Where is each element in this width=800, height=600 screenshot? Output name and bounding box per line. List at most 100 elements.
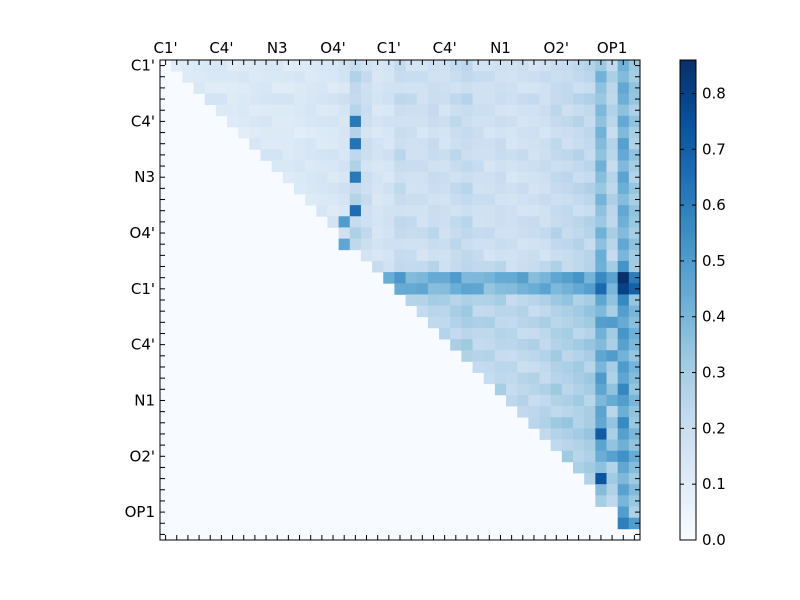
heatmap-cell	[483, 93, 496, 106]
heatmap-cell	[617, 294, 630, 306]
heatmap-cell	[628, 506, 641, 519]
heatmap-cell	[472, 249, 485, 262]
heatmap-cell	[338, 126, 351, 139]
heatmap-cell	[316, 126, 328, 139]
heatmap-cell	[439, 283, 451, 295]
colorbar-segment	[680, 248, 696, 253]
heatmap-cell	[517, 361, 529, 373]
heatmap-cell	[472, 316, 485, 329]
heatmap-cell	[528, 160, 540, 173]
heatmap-cell	[450, 182, 462, 195]
heatmap-cell	[405, 126, 418, 139]
heatmap-cell	[584, 350, 596, 362]
heatmap-cell	[628, 339, 641, 351]
heatmap-cell	[561, 82, 574, 94]
heatmap-cell	[461, 260, 473, 273]
heatmap-cell	[606, 473, 619, 485]
colorbar-frame	[679, 59, 697, 541]
heatmap-cell	[461, 327, 473, 340]
heatmap-cell	[427, 260, 440, 273]
heatmap-cell	[606, 249, 619, 262]
heatmap-cell	[617, 205, 630, 217]
heatmap-cell	[461, 294, 473, 306]
colorbar-segment	[680, 484, 696, 489]
heatmap-cell	[584, 138, 596, 150]
heatmap-cell	[450, 138, 462, 150]
heatmap-cell	[327, 160, 339, 173]
heatmap-cell	[427, 249, 440, 262]
heatmap-cell	[472, 272, 485, 284]
colorbar-segment	[680, 160, 696, 165]
heatmap-cell	[539, 361, 552, 373]
colorbar-tick-label: 0.6	[702, 196, 726, 214]
colorbar-segment	[680, 220, 696, 225]
heatmap-cell	[573, 339, 585, 351]
heatmap-cell	[483, 238, 496, 251]
heatmap-cell	[472, 93, 485, 106]
heatmap-cell	[249, 93, 261, 106]
heatmap-cell	[506, 82, 518, 94]
heatmap-cell	[271, 93, 284, 106]
heatmap-cell	[561, 383, 574, 396]
heatmap-cell	[383, 182, 395, 195]
heatmap-cell	[606, 372, 619, 385]
colorbar-segment	[680, 64, 696, 69]
heatmap-cell	[517, 372, 529, 385]
colorbar-segment	[680, 176, 696, 181]
heatmap-cell	[439, 327, 451, 340]
heatmap-cell	[494, 283, 507, 295]
heatmap-cell	[517, 104, 529, 117]
heatmap-cell	[450, 205, 462, 217]
heatmap-cell	[617, 260, 630, 273]
colorbar-segment	[680, 384, 696, 389]
heatmap-cell	[617, 82, 630, 94]
heatmap-cell	[550, 82, 563, 94]
heatmap-cell	[628, 383, 641, 396]
heatmap-cell	[573, 160, 585, 173]
heatmap-cell	[215, 93, 228, 106]
heatmap-cell	[472, 350, 485, 362]
heatmap-cell	[439, 294, 451, 306]
heatmap-cell	[561, 283, 574, 295]
heatmap-cell	[506, 104, 518, 117]
heatmap-cell	[349, 171, 362, 184]
heatmap-cell	[293, 138, 306, 150]
heatmap-cell	[472, 115, 485, 128]
heatmap-cell	[416, 126, 429, 139]
heatmap-cell	[327, 193, 339, 206]
colorbar-segment	[680, 392, 696, 397]
colorbar-segment	[680, 492, 696, 497]
heatmap-cell	[472, 283, 485, 295]
heatmap-cell	[293, 104, 306, 117]
heatmap-cell	[372, 216, 384, 228]
colorbar-segment	[680, 180, 696, 185]
heatmap-cell	[483, 216, 496, 228]
heatmap-cell	[606, 182, 619, 195]
colorbar-tick-label: 0.4	[702, 308, 726, 326]
heatmap-cell	[383, 126, 395, 139]
heatmap-cell	[517, 383, 529, 396]
heatmap-cell	[584, 115, 596, 128]
heatmap-cell	[383, 227, 395, 239]
heatmap-cell	[494, 316, 507, 329]
heatmap-cell	[372, 104, 384, 117]
heatmap-cell	[606, 361, 619, 373]
y-tick-label: N3	[134, 168, 155, 186]
heatmap-cell	[573, 406, 585, 418]
colorbar-tick-label: 0.2	[702, 419, 726, 437]
heatmap-cell	[595, 71, 607, 83]
heatmap-cell	[461, 272, 473, 284]
heatmap-cell	[282, 115, 295, 128]
colorbar-segment	[680, 364, 696, 369]
heatmap-cell	[472, 71, 485, 83]
heatmap-cell	[573, 193, 585, 206]
heatmap-cell	[584, 339, 596, 351]
heatmap-cell	[427, 272, 440, 284]
heatmap-cell	[461, 216, 473, 228]
heatmap-cell	[628, 461, 641, 474]
heatmap-cell	[316, 149, 328, 161]
colorbar-segment	[680, 400, 696, 405]
heatmap-cell	[427, 193, 440, 206]
heatmap-cell	[427, 171, 440, 184]
heatmap-cell	[405, 294, 418, 306]
